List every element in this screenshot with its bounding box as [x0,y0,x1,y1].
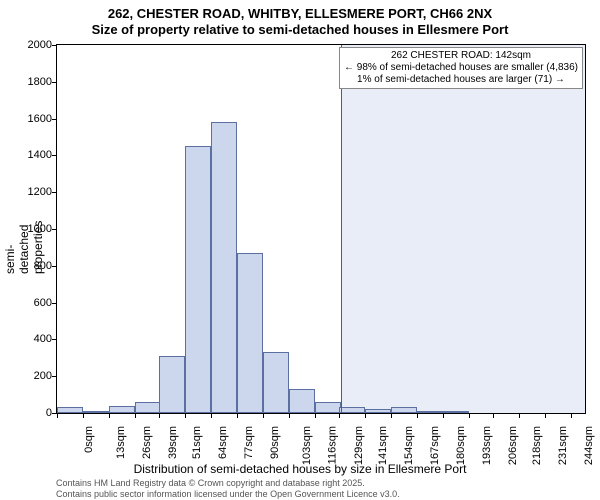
y-tick-mark [52,266,56,267]
x-tick-label: 0sqm [83,426,95,453]
histogram-bar [391,407,417,413]
x-tick-label: 64sqm [217,426,229,459]
x-tick-mark [443,414,444,418]
histogram-bar [339,407,365,413]
histogram-bar [263,352,289,413]
histogram-bar [365,409,391,413]
x-tick-mark [545,414,546,418]
annot-line3: 1% of semi-detached houses are larger (7… [344,74,578,86]
x-tick-mark [315,414,316,418]
x-tick-mark [339,414,340,418]
y-tick-mark [52,82,56,83]
x-tick-mark [263,414,264,418]
y-tick-mark [52,119,56,120]
x-tick-mark [391,414,392,418]
histogram-bar [185,146,211,413]
x-tick-label: 244sqm [583,426,595,465]
histogram-bar [109,406,135,413]
x-tick-label: 141sqm [377,426,389,465]
x-tick-mark [57,414,58,418]
plot-area: 262 CHESTER ROAD: 142sqm← 98% of semi-de… [56,44,586,414]
histogram-bar [211,122,237,413]
y-tick-label: 800 [34,260,52,272]
y-tick-mark [52,45,56,46]
x-tick-label: 90sqm [269,426,281,459]
x-tick-label: 218sqm [531,426,543,465]
x-tick-mark [109,414,110,418]
footnote-2: Contains public sector information licen… [56,489,400,499]
y-tick-label: 1600 [28,113,52,125]
x-tick-mark [289,414,290,418]
x-tick-mark [135,414,136,418]
y-tick-label: 1000 [28,223,52,235]
x-tick-label: 167sqm [429,426,441,465]
histogram-bar [289,389,315,413]
x-tick-mark [185,414,186,418]
histogram-bar [237,253,263,413]
chart-title-line1: 262, CHESTER ROAD, WHITBY, ELLESMERE POR… [0,6,600,21]
y-tick-mark [52,303,56,304]
histogram-bar [83,411,109,413]
x-tick-mark [519,414,520,418]
x-tick-label: 180sqm [455,426,467,465]
y-tick-label: 1200 [28,186,52,198]
x-tick-mark [469,414,470,418]
x-tick-label: 193sqm [481,426,493,465]
y-tick-mark [52,229,56,230]
x-tick-label: 206sqm [507,426,519,465]
shaded-region [341,45,585,413]
x-tick-label: 39sqm [167,426,179,459]
x-tick-mark [365,414,366,418]
y-tick-mark [52,376,56,377]
footnote-1: Contains HM Land Registry data © Crown c… [56,478,365,488]
x-tick-mark [417,414,418,418]
annot-line1: 262 CHESTER ROAD: 142sqm [344,50,578,62]
histogram-bar [159,356,185,413]
reference-line [341,45,342,413]
y-tick-label: 400 [34,333,52,345]
x-tick-mark [571,414,572,418]
x-tick-mark [493,414,494,418]
x-tick-label: 103sqm [301,426,313,465]
y-tick-label: 200 [34,370,52,382]
histogram-bar [315,402,341,413]
y-tick-mark [52,339,56,340]
y-tick-mark [52,192,56,193]
y-tick-label: 2000 [28,39,52,51]
histogram-bar [135,402,161,413]
x-tick-mark [237,414,238,418]
x-tick-label: 13sqm [115,426,127,459]
x-tick-label: 116sqm [326,426,338,464]
y-tick-mark [52,155,56,156]
x-tick-label: 26sqm [141,426,153,459]
histogram-bar [443,411,469,413]
y-tick-mark [52,413,56,414]
x-tick-mark [211,414,212,418]
x-tick-label: 129sqm [353,426,365,465]
x-tick-label: 51sqm [191,426,203,459]
chart-title-line2: Size of property relative to semi-detach… [0,22,600,37]
y-tick-label: 1800 [28,76,52,88]
y-tick-label: 600 [34,297,52,309]
x-tick-label: 231sqm [557,426,569,465]
histogram-bar [57,407,83,413]
annotation-box: 262 CHESTER ROAD: 142sqm← 98% of semi-de… [339,47,583,89]
x-tick-mark [83,414,84,418]
x-tick-label: 154sqm [403,426,415,465]
x-tick-label: 77sqm [243,426,255,459]
x-tick-mark [159,414,160,418]
y-tick-label: 1400 [28,149,52,161]
annot-line2: ← 98% of semi-detached houses are smalle… [344,62,578,74]
histogram-bar [417,411,443,413]
histogram-chart: 262, CHESTER ROAD, WHITBY, ELLESMERE POR… [0,0,600,500]
